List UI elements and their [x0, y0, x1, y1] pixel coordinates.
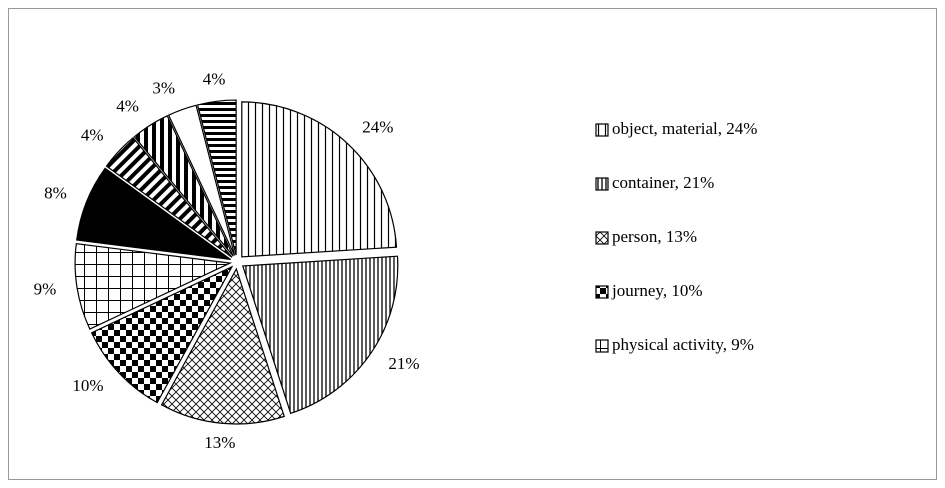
- data-label: 21%: [388, 354, 419, 373]
- legend-swatch: [595, 231, 609, 245]
- pie-slice: [160, 267, 285, 425]
- pie-slice: [105, 136, 233, 258]
- legend-swatch: [595, 339, 609, 353]
- pie-slice: [241, 101, 398, 258]
- data-label: 3%: [152, 79, 175, 98]
- legend-swatch: [595, 123, 609, 137]
- pie-slice: [241, 255, 399, 415]
- legend-label: journey, 10%: [611, 281, 703, 300]
- data-label: 10%: [72, 376, 103, 395]
- data-label: 13%: [204, 433, 235, 452]
- pie-slice: [196, 99, 237, 256]
- data-label: 4%: [81, 126, 104, 145]
- data-label: 9%: [34, 280, 57, 299]
- legend-label: physical activity, 9%: [612, 335, 754, 354]
- data-label: 24%: [362, 118, 393, 137]
- data-label: 4%: [116, 96, 139, 115]
- pie-slice: [74, 242, 233, 330]
- data-label: 4%: [203, 69, 226, 88]
- legend-swatch: [595, 177, 609, 191]
- legend-label: container, 21%: [612, 173, 714, 192]
- pie-slice: [90, 265, 234, 404]
- pie-slice: [167, 104, 236, 256]
- legend-label: object, material, 24%: [612, 119, 757, 138]
- data-label: 8%: [44, 184, 67, 203]
- legend-swatch: [595, 285, 609, 299]
- pie-slice: [76, 167, 231, 261]
- pie-slice: [133, 115, 234, 257]
- legend-label: person, 13%: [612, 227, 697, 246]
